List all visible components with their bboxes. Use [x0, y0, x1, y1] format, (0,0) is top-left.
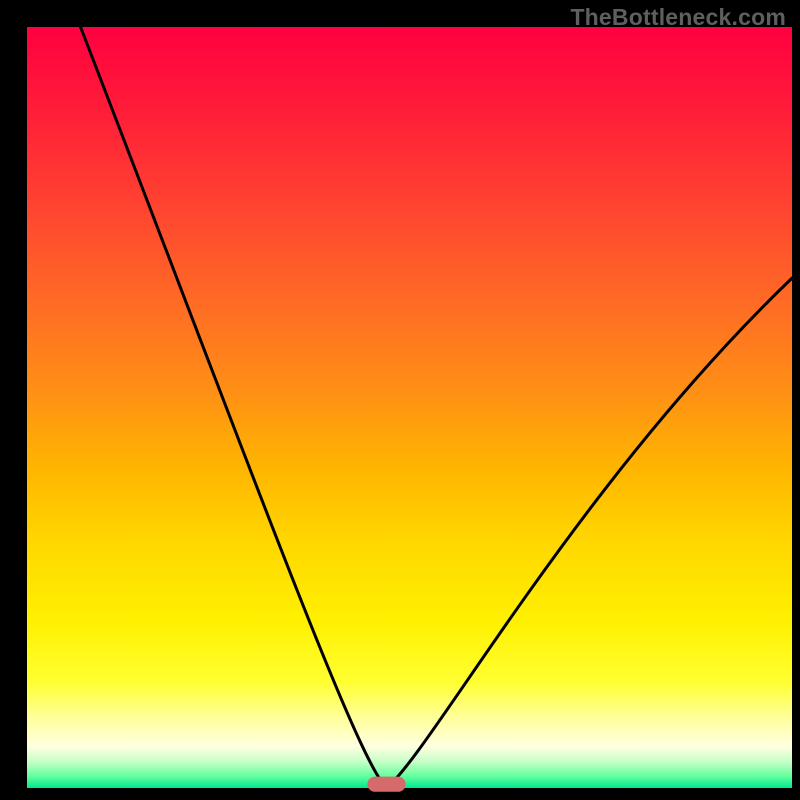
- chart-svg: [0, 0, 800, 800]
- minimum-marker: [367, 777, 405, 792]
- watermark-text: TheBottleneck.com: [570, 4, 786, 31]
- chart-root: TheBottleneck.com: [0, 0, 800, 800]
- gradient-background: [27, 27, 792, 788]
